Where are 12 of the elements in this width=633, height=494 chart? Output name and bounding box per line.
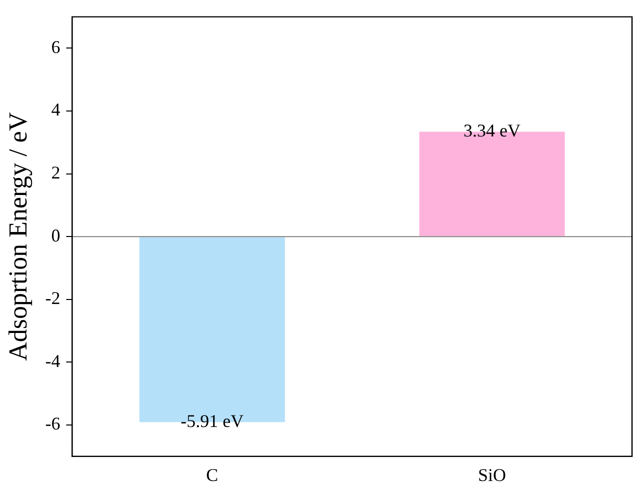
y-tick-label: 2 <box>51 162 60 183</box>
y-tick-label: 0 <box>51 225 60 246</box>
x-tick-label: SiO <box>478 464 506 485</box>
y-tick-label: -6 <box>45 414 60 434</box>
x-tick-label: C <box>206 464 218 485</box>
y-tick-label: 4 <box>51 100 60 120</box>
y-tick-label: -2 <box>45 288 60 308</box>
data-label: 3.34 eV <box>464 120 521 140</box>
y-axis-title: Adsoprtion Energy / eV <box>3 112 32 361</box>
y-tick-label: 6 <box>51 36 60 57</box>
data-label: -5.91 eV <box>180 410 244 431</box>
y-tick-label: -4 <box>45 350 60 371</box>
